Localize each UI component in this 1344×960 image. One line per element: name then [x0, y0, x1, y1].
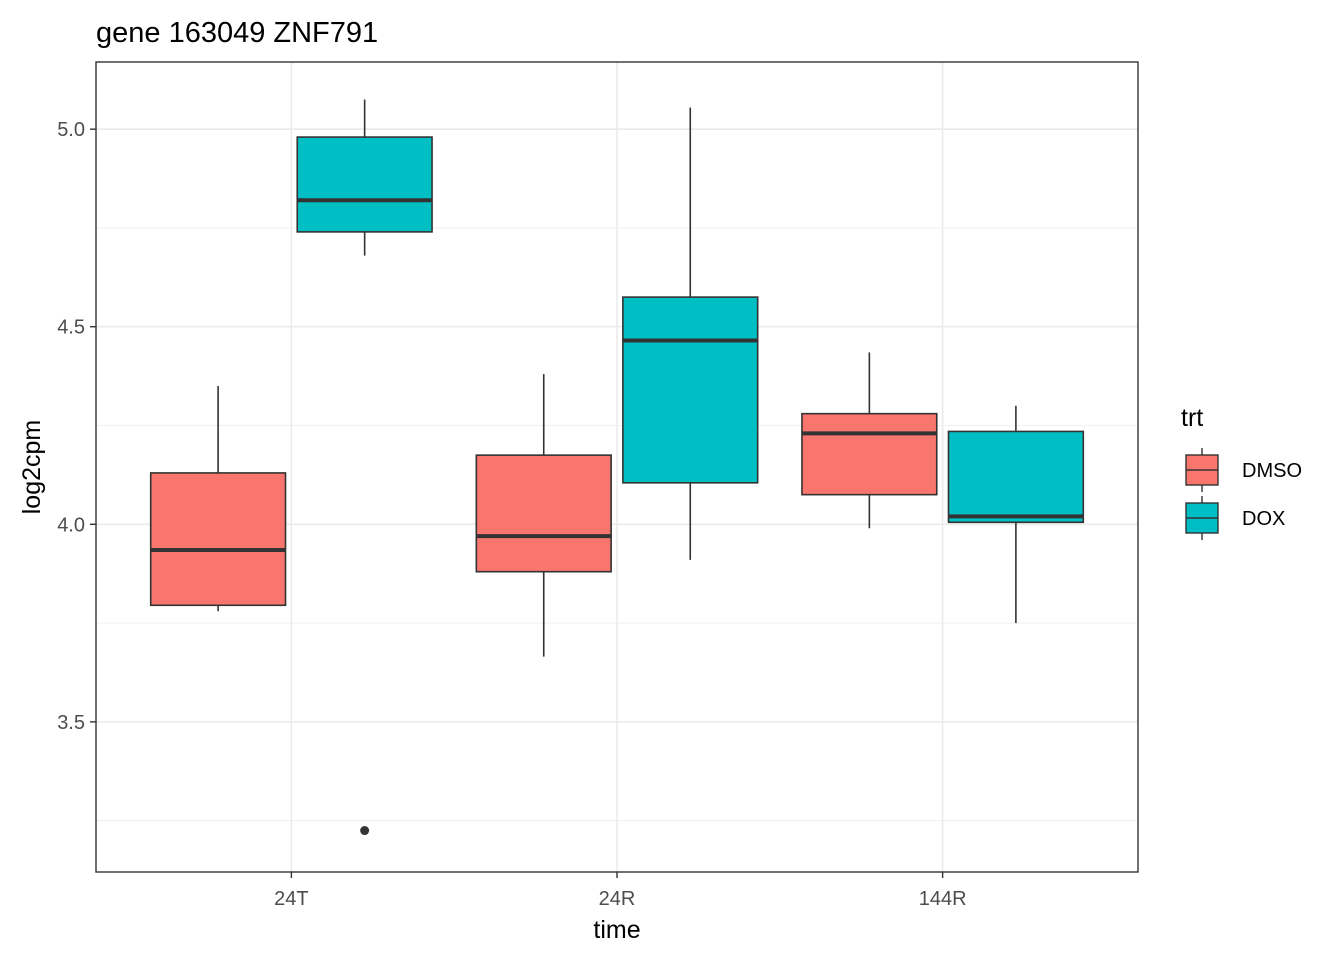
y-tick-label: 4.0 — [57, 514, 85, 536]
box-iqr — [296, 136, 433, 233]
y-axis: 3.5 4.0 4.5 5.0 — [57, 119, 96, 734]
x-axis-label: time — [593, 916, 640, 944]
x-tick-label: 24R — [599, 888, 636, 910]
box-iqr — [475, 454, 612, 573]
y-tick-label: 4.5 — [57, 317, 85, 339]
legend-title: trt — [1181, 404, 1203, 432]
legend-item-dox: DOX — [1185, 496, 1285, 540]
box-dox-144r — [947, 405, 1085, 624]
y-axis-label: log2cpm — [18, 420, 46, 515]
chart-title: gene 163049 ZNF791 — [96, 17, 378, 49]
box-dmso-24t — [149, 386, 287, 612]
box-dox-24t — [296, 99, 433, 836]
legend-label: DMSO — [1242, 460, 1302, 482]
box-dmso-24r — [475, 374, 612, 657]
box-iqr — [947, 430, 1085, 524]
boxes — [149, 99, 1085, 836]
y-tick-label: 5.0 — [57, 119, 85, 141]
box-iqr — [149, 472, 287, 607]
box-iqr — [622, 296, 759, 484]
y-tick-label: 3.5 — [57, 712, 85, 734]
box-iqr — [801, 412, 938, 496]
x-axis: 24T 24R 144R — [274, 872, 967, 910]
box-dox-24r — [622, 107, 759, 560]
legend: trt DMSO DOX — [1181, 404, 1302, 540]
box-dmso-144r — [801, 352, 938, 529]
x-tick-label: 144R — [919, 888, 967, 910]
legend-items: DMSO DOX — [1185, 448, 1302, 540]
legend-item-dmso: DMSO — [1185, 448, 1302, 492]
legend-label: DOX — [1242, 508, 1285, 530]
outlier-point — [360, 826, 370, 836]
x-tick-label: 24T — [274, 888, 308, 910]
